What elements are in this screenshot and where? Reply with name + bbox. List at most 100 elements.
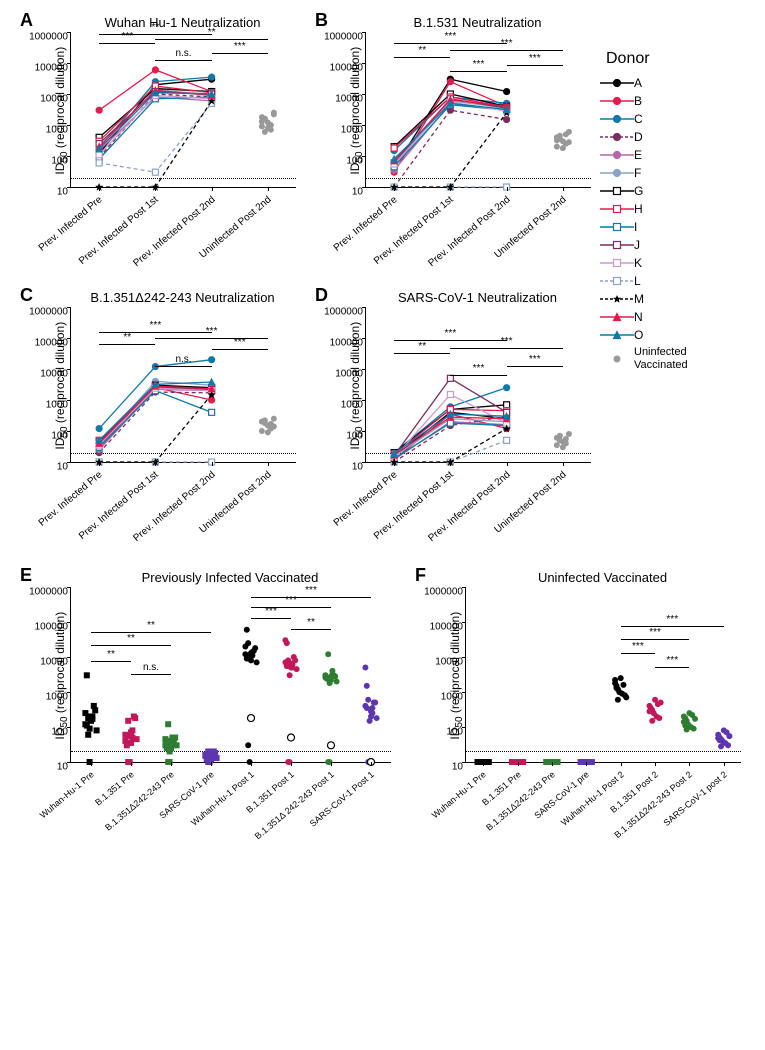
- y-tick: 100000: [35, 338, 71, 349]
- significance-bar: **: [91, 623, 211, 633]
- legend-label: F: [634, 164, 641, 182]
- significance-bar: ***: [621, 617, 724, 627]
- x-tick: Prev. Infected Post 2nd: [413, 469, 512, 555]
- x-tick: Prev. Infected Pre: [6, 194, 105, 280]
- significance-bar: ***: [655, 658, 689, 668]
- y-tick: 10000: [335, 94, 366, 105]
- legend-label: J: [634, 236, 640, 254]
- legend-label: A: [634, 74, 642, 92]
- y-tick: 10: [57, 462, 71, 473]
- x-tick: Prev. Infected Post 1st: [62, 469, 161, 555]
- chart-area: ID50 (reciprocal dilution)10100100010000…: [70, 587, 391, 763]
- legend-row: O: [600, 326, 688, 344]
- significance-bar: n.s.: [155, 51, 211, 61]
- chart-area: ID50 (reciprocal dilution)10100100010000…: [70, 32, 296, 188]
- legend-label: O: [634, 326, 643, 344]
- legend-row: J: [600, 236, 688, 254]
- significance-bar: ***: [621, 644, 655, 654]
- panel-title: B.1.531 Neutralization: [365, 15, 590, 30]
- legend-label: N: [634, 308, 643, 326]
- y-tick: 10: [352, 187, 366, 198]
- legend-row: K: [600, 254, 688, 272]
- legend-row: F: [600, 164, 688, 182]
- y-tick: 100: [51, 727, 71, 738]
- legend-row: G: [600, 182, 688, 200]
- panel-C: CB.1.351Δ242-243 NeutralizationID50 (rec…: [25, 290, 310, 535]
- y-tick: 1000000: [29, 587, 71, 598]
- legend-label: UninfectedVaccinated: [634, 346, 688, 372]
- legend-row: H: [600, 200, 688, 218]
- legend-row: L: [600, 272, 688, 290]
- y-tick: 100000: [330, 338, 366, 349]
- panel-label: F: [415, 565, 426, 586]
- significance-bar: ***: [621, 630, 690, 640]
- y-tick: 1000: [46, 125, 71, 136]
- significance-bar: ***: [251, 609, 291, 619]
- significance-bar: **: [99, 335, 155, 345]
- legend-label: M: [634, 290, 644, 308]
- legend-row: B: [600, 92, 688, 110]
- x-tick: Prev. Infected Post 1st: [62, 194, 161, 280]
- x-tick: Uninfected Post 2nd: [469, 194, 568, 280]
- significance-bar: ***: [212, 44, 268, 54]
- significance-bar: ***: [450, 366, 506, 376]
- y-tick: 100: [346, 431, 366, 442]
- y-tick: 1000: [341, 125, 366, 136]
- significance-bar: **: [91, 652, 131, 662]
- x-tick: Uninfected Post 2nd: [174, 469, 273, 555]
- y-tick: 10: [57, 187, 71, 198]
- panel-title: Uninfected Vaccinated: [465, 570, 740, 585]
- y-tick: 1000: [46, 400, 71, 411]
- significance-bar: **: [394, 344, 450, 354]
- y-tick: 100: [346, 156, 366, 167]
- x-tick: Prev. Infected Pre: [301, 194, 400, 280]
- panel-title: Previously Infected Vaccinated: [70, 570, 390, 585]
- significance-bar: ***: [251, 598, 331, 608]
- panel-label: B: [315, 10, 328, 31]
- y-tick: 10000: [40, 369, 71, 380]
- y-tick: 1000000: [29, 307, 71, 318]
- legend-row: E: [600, 146, 688, 164]
- significance-bar: ***: [507, 357, 563, 367]
- significance-bar: ***: [99, 34, 155, 44]
- y-tick: 10: [57, 762, 71, 773]
- significance-bar: ***: [155, 329, 268, 339]
- x-tick: Prev. Infected Post 1st: [357, 194, 456, 280]
- legend-label: I: [634, 218, 637, 236]
- x-tick: Prev. Infected Pre: [6, 469, 105, 555]
- legend-label: B: [634, 92, 642, 110]
- panel-F: FUninfected VaccinatedID50 (reciprocal d…: [420, 570, 755, 835]
- y-tick: 1000: [46, 692, 71, 703]
- significance-bar: **: [394, 48, 450, 58]
- legend-row: A: [600, 74, 688, 92]
- significance-bar: **: [291, 620, 331, 630]
- y-tick: 10000: [40, 94, 71, 105]
- y-tick: 1000000: [29, 32, 71, 43]
- panel-label: D: [315, 285, 328, 306]
- significance-bar: **: [155, 30, 268, 40]
- x-tick: Prev. Infected Pre: [301, 469, 400, 555]
- x-tick: Prev. Infected Post 1st: [357, 469, 456, 555]
- y-tick: 10000: [435, 657, 466, 668]
- legend-row: UninfectedVaccinated: [600, 344, 688, 374]
- y-tick: 100000: [430, 622, 466, 633]
- panel-title: B.1.351Δ242-243 Neutralization: [70, 290, 295, 305]
- panel-label: A: [20, 10, 33, 31]
- x-tick: Prev. Infected Post 2nd: [118, 194, 217, 280]
- y-tick: 100000: [35, 63, 71, 74]
- panel-A: AWuhan Hu-1 NeutralizationID50 (reciproc…: [25, 15, 310, 260]
- significance-bar: n.s.: [131, 665, 171, 675]
- y-tick: 100: [446, 727, 466, 738]
- significance-bar: ***: [251, 588, 371, 598]
- x-tick: Prev. Infected Post 2nd: [118, 469, 217, 555]
- legend-label: C: [634, 110, 643, 128]
- y-tick: 100: [51, 431, 71, 442]
- legend-label: E: [634, 146, 642, 164]
- significance-bar: ***: [450, 62, 506, 72]
- panel-label: E: [20, 565, 32, 586]
- significance-bar: **: [91, 636, 171, 646]
- panel-D: DSARS-CoV-1 NeutralizationID50 (reciproc…: [320, 290, 605, 535]
- y-tick: 1000: [441, 692, 466, 703]
- panel-label: C: [20, 285, 33, 306]
- x-tick: Uninfected Post 2nd: [469, 469, 568, 555]
